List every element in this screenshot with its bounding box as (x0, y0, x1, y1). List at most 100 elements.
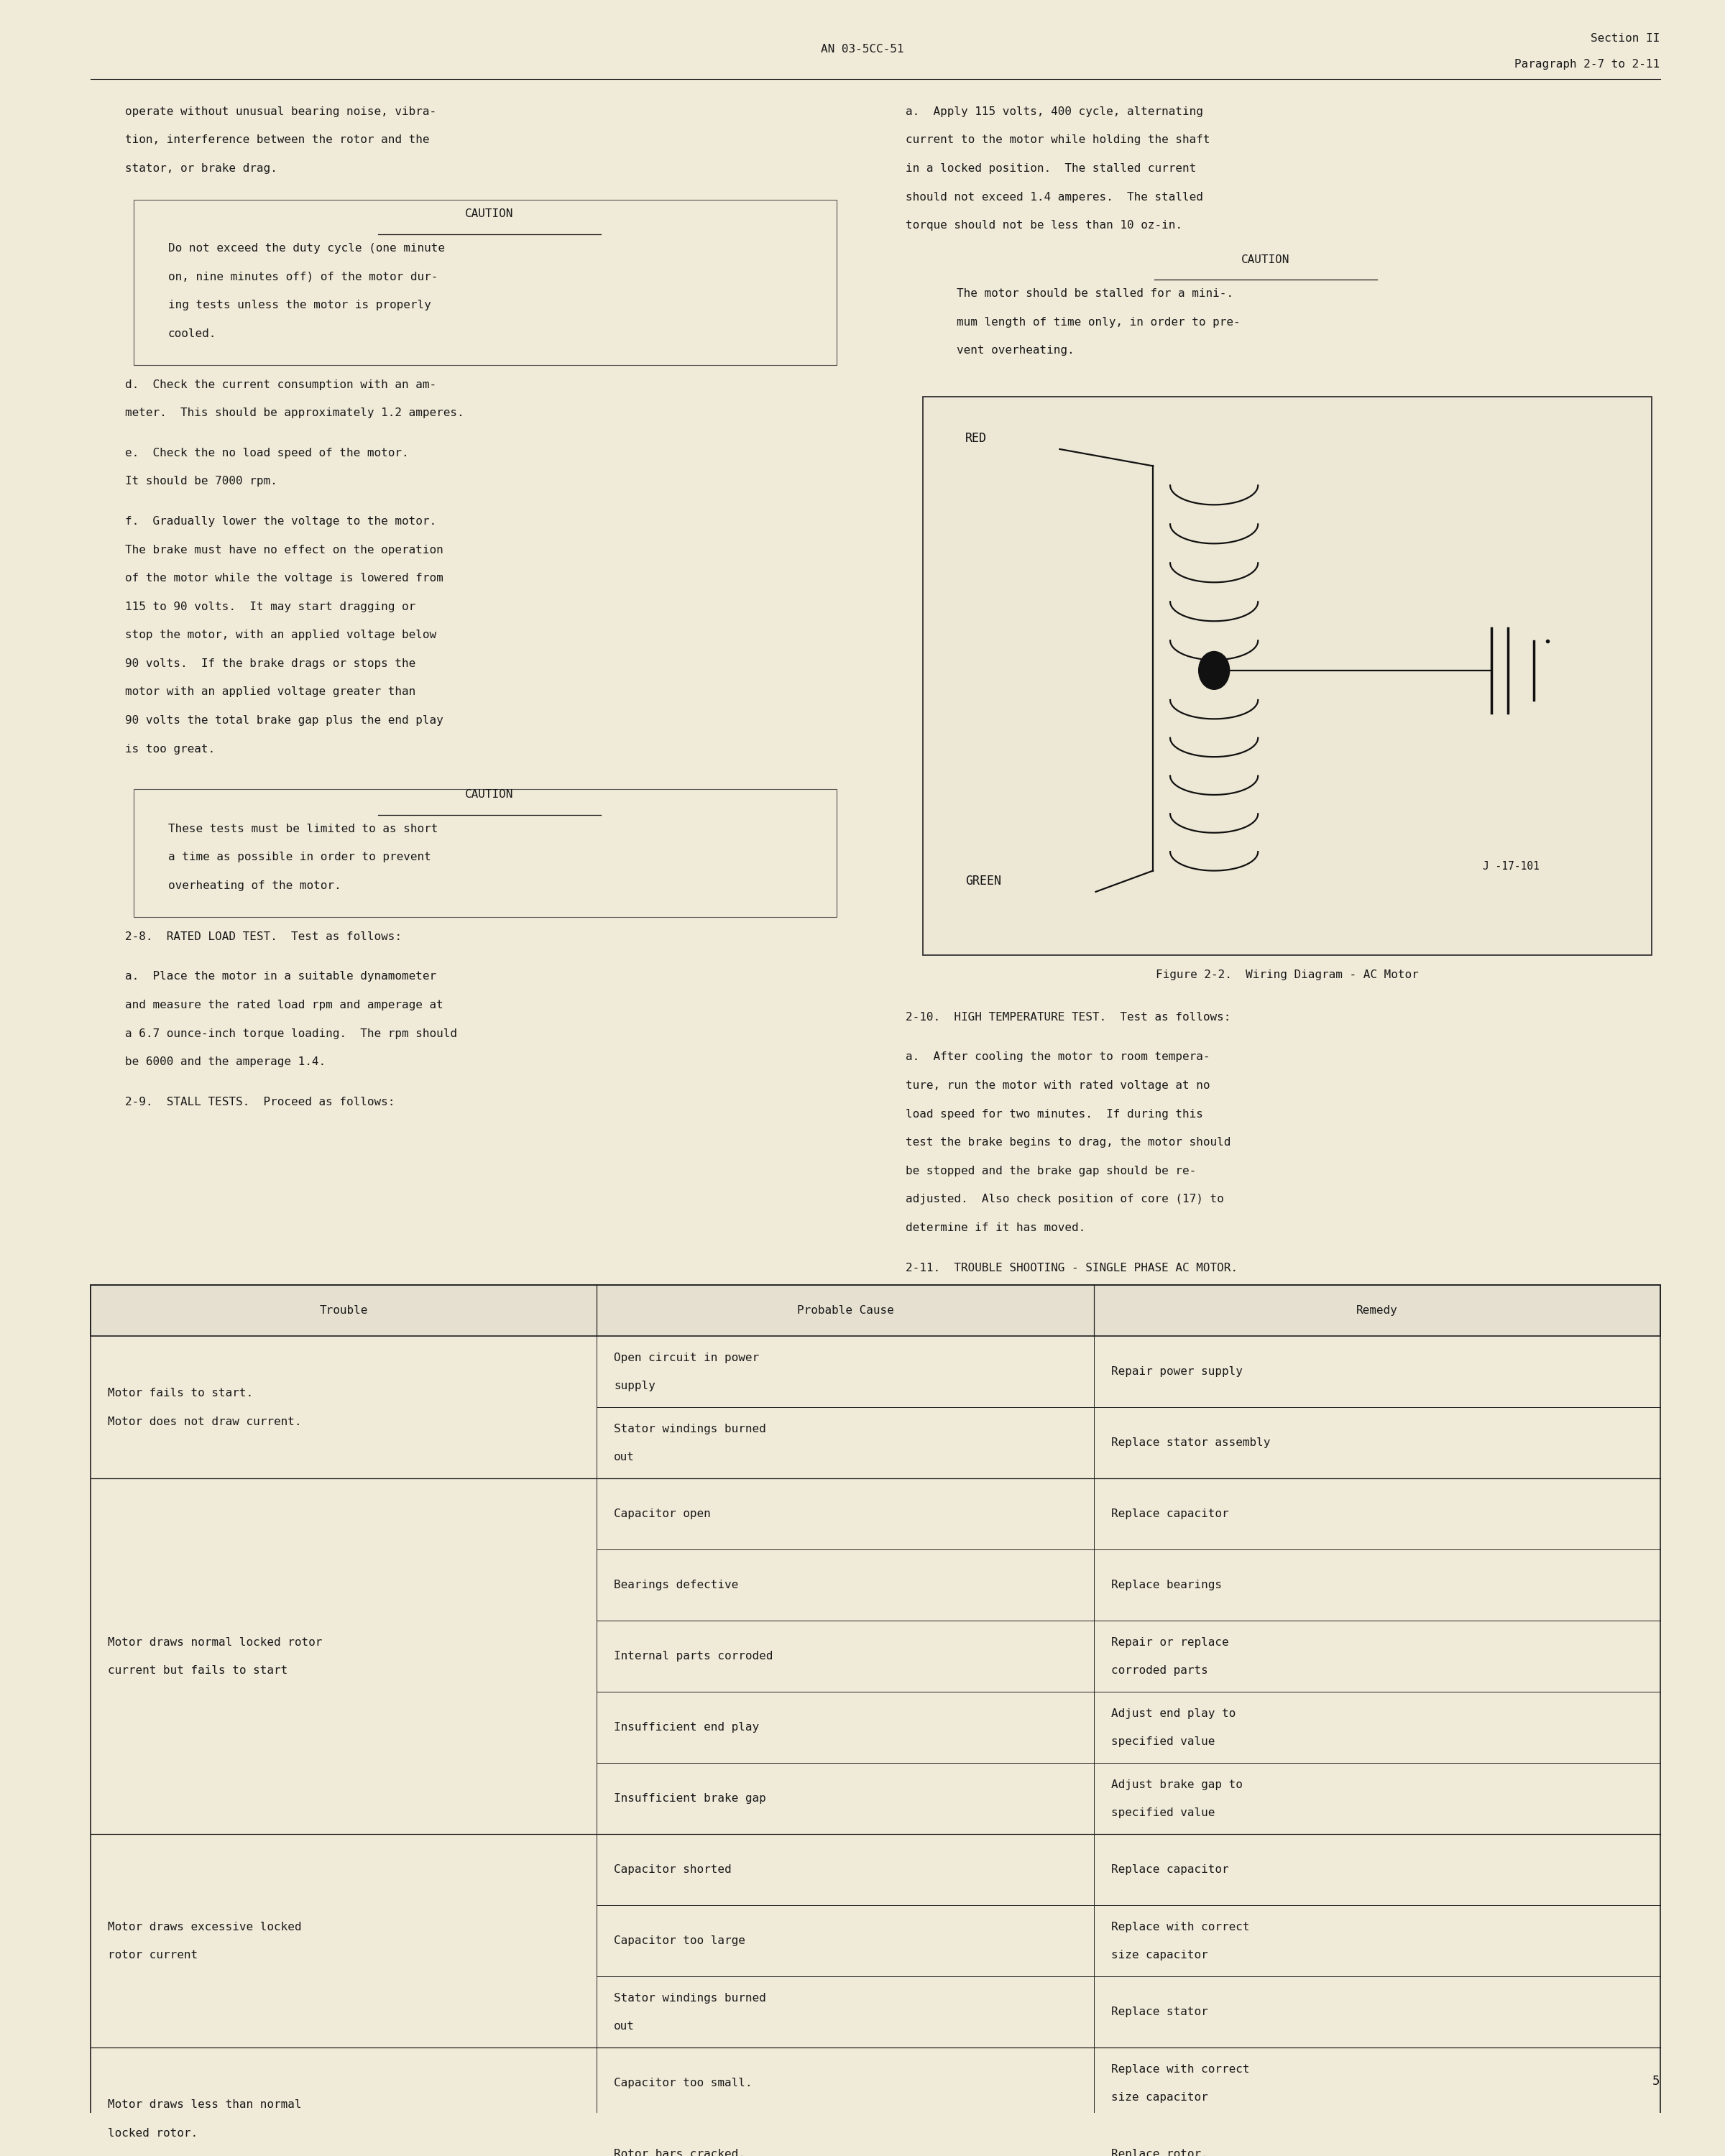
Text: Paragraph 2-7 to 2-11: Paragraph 2-7 to 2-11 (1515, 58, 1659, 69)
Text: GREEN: GREEN (966, 875, 1000, 888)
Text: Stator windings burned: Stator windings burned (614, 1423, 766, 1434)
Text: mum length of time only, in order to pre-: mum length of time only, in order to pre… (957, 317, 1240, 328)
Text: 2-11.  TROUBLE SHOOTING - SINGLE PHASE AC MOTOR.: 2-11. TROUBLE SHOOTING - SINGLE PHASE AC… (906, 1263, 1237, 1274)
Text: of the motor while the voltage is lowered from: of the motor while the voltage is lowere… (124, 573, 443, 584)
Text: Stator windings burned: Stator windings burned (614, 1992, 766, 2003)
Text: Replace capacitor: Replace capacitor (1111, 1865, 1228, 1876)
Text: current but fails to start: current but fails to start (109, 1664, 288, 1675)
Text: 90 volts the total brake gap plus the end play: 90 volts the total brake gap plus the en… (124, 716, 443, 727)
Text: AN 03-5CC-51: AN 03-5CC-51 (821, 43, 904, 54)
Text: Capacitor too large: Capacitor too large (614, 1936, 745, 1947)
Text: Replace bearings: Replace bearings (1111, 1580, 1221, 1591)
Text: RED: RED (966, 431, 987, 444)
Text: The brake must have no effect on the operation: The brake must have no effect on the ope… (124, 545, 443, 556)
Text: 2-10.  HIGH TEMPERATURE TEST.  Test as follows:: 2-10. HIGH TEMPERATURE TEST. Test as fol… (906, 1011, 1230, 1022)
Text: 2-8.  RATED LOAD TEST.  Test as follows:: 2-8. RATED LOAD TEST. Test as follows: (124, 931, 402, 942)
Text: Motor draws less than normal: Motor draws less than normal (109, 2100, 302, 2111)
Text: a.  After cooling the motor to room tempera-: a. After cooling the motor to room tempe… (906, 1052, 1209, 1063)
Text: overheating of the motor.: overheating of the motor. (167, 880, 342, 890)
Text: Section II: Section II (1590, 32, 1659, 43)
Text: determine if it has moved.: determine if it has moved. (906, 1222, 1085, 1233)
Text: 115 to 90 volts.  It may start dragging or: 115 to 90 volts. It may start dragging o… (124, 602, 416, 612)
Text: Rotor bars cracked.: Rotor bars cracked. (614, 2150, 745, 2156)
Bar (91, 1285, 1659, 1337)
Text: ing tests unless the motor is properly: ing tests unless the motor is properly (167, 300, 431, 310)
Text: Insufficient brake gap: Insufficient brake gap (614, 1794, 766, 1805)
Text: 2-9.  STALL TESTS.  Proceed as follows:: 2-9. STALL TESTS. Proceed as follows: (124, 1097, 395, 1108)
Text: vent overheating.: vent overheating. (957, 345, 1075, 356)
Text: tion, interference between the rotor and the: tion, interference between the rotor and… (124, 134, 430, 144)
Text: size capacitor: size capacitor (1111, 1949, 1208, 1960)
Text: Do not exceed the duty cycle (one minute: Do not exceed the duty cycle (one minute (167, 244, 445, 254)
Text: Motor does not draw current.: Motor does not draw current. (109, 1416, 302, 1427)
Text: operate without unusual bearing noise, vibra-: operate without unusual bearing noise, v… (124, 106, 436, 116)
Text: Trouble: Trouble (319, 1304, 367, 1315)
Text: stop the motor, with an applied voltage below: stop the motor, with an applied voltage … (124, 630, 436, 640)
Text: is too great.: is too great. (124, 744, 216, 755)
Text: locked rotor.: locked rotor. (109, 2128, 198, 2139)
Text: specified value: specified value (1111, 1736, 1214, 1746)
Text: a.  Place the motor in a suitable dynamometer: a. Place the motor in a suitable dynamom… (124, 970, 436, 981)
Text: a time as possible in order to prevent: a time as possible in order to prevent (167, 852, 431, 862)
Bar (91, 1337, 1659, 1479)
Text: on, nine minutes off) of the motor dur-: on, nine minutes off) of the motor dur- (167, 272, 438, 282)
Bar (923, 397, 1651, 955)
Text: current to the motor while holding the shaft: current to the motor while holding the s… (906, 134, 1209, 144)
Text: Motor draws normal locked rotor: Motor draws normal locked rotor (109, 1636, 323, 1647)
Text: Remedy: Remedy (1356, 1304, 1397, 1315)
Text: be 6000 and the amperage 1.4.: be 6000 and the amperage 1.4. (124, 1056, 326, 1067)
Text: cooled.: cooled. (167, 328, 216, 338)
Text: Internal parts corroded: Internal parts corroded (614, 1651, 773, 1662)
Text: Probable Cause: Probable Cause (797, 1304, 894, 1315)
Text: CAUTION: CAUTION (466, 789, 514, 800)
Text: Replace stator: Replace stator (1111, 2007, 1208, 2018)
Text: CAUTION: CAUTION (466, 209, 514, 220)
Text: Capacitor too small.: Capacitor too small. (614, 2078, 752, 2089)
Text: Open circuit in power: Open circuit in power (614, 1352, 759, 1363)
Text: motor with an applied voltage greater than: motor with an applied voltage greater th… (124, 686, 416, 696)
Text: out: out (614, 1451, 635, 1462)
Text: These tests must be limited to as short: These tests must be limited to as short (167, 824, 438, 834)
Text: should not exceed 1.4 amperes.  The stalled: should not exceed 1.4 amperes. The stall… (906, 192, 1202, 203)
Text: Figure 2-2.  Wiring Diagram - AC Motor: Figure 2-2. Wiring Diagram - AC Motor (1156, 970, 1418, 981)
Text: meter.  This should be approximately 1.2 amperes.: meter. This should be approximately 1.2 … (124, 407, 464, 418)
Text: rotor current: rotor current (109, 1949, 198, 1960)
Bar (91, 1479, 1659, 1835)
Text: test the brake begins to drag, the motor should: test the brake begins to drag, the motor… (906, 1136, 1230, 1147)
Text: J -17-101: J -17-101 (1482, 860, 1539, 871)
Text: a.  Apply 115 volts, 400 cycle, alternating: a. Apply 115 volts, 400 cycle, alternati… (906, 106, 1202, 116)
Text: be stopped and the brake gap should be re-: be stopped and the brake gap should be r… (906, 1166, 1195, 1177)
Text: Replace with correct: Replace with correct (1111, 1921, 1249, 1932)
Bar (133, 201, 837, 364)
Bar (91, 1285, 1659, 2156)
Text: Adjust brake gap to: Adjust brake gap to (1111, 1779, 1242, 1789)
Text: It should be 7000 rpm.: It should be 7000 rpm. (124, 476, 278, 487)
Text: Insufficient end play: Insufficient end play (614, 1723, 759, 1733)
Bar (91, 2048, 1659, 2156)
Text: Repair or replace: Repair or replace (1111, 1636, 1228, 1647)
Text: The motor should be stalled for a mini-.: The motor should be stalled for a mini-. (957, 289, 1233, 300)
Text: Bearings defective: Bearings defective (614, 1580, 738, 1591)
Text: adjusted.  Also check position of core (17) to: adjusted. Also check position of core (1… (906, 1194, 1223, 1205)
Text: f.  Gradually lower the voltage to the motor.: f. Gradually lower the voltage to the mo… (124, 515, 436, 526)
Text: 5: 5 (1653, 2074, 1659, 2087)
Text: and measure the rated load rpm and amperage at: and measure the rated load rpm and amper… (124, 1000, 443, 1011)
Text: Replace stator assembly: Replace stator assembly (1111, 1438, 1270, 1449)
Text: supply: supply (614, 1380, 656, 1391)
Text: e.  Check the no load speed of the motor.: e. Check the no load speed of the motor. (124, 448, 409, 459)
Text: CAUTION: CAUTION (1242, 254, 1290, 265)
Text: out: out (614, 2020, 635, 2031)
Text: a 6.7 ounce-inch torque loading.  The rpm should: a 6.7 ounce-inch torque loading. The rpm… (124, 1028, 457, 1039)
Text: ture, run the motor with rated voltage at no: ture, run the motor with rated voltage a… (906, 1080, 1209, 1091)
Bar (91, 1835, 1659, 2048)
Text: Replace with correct: Replace with correct (1111, 2063, 1249, 2074)
Text: size capacitor: size capacitor (1111, 2091, 1208, 2102)
Bar (133, 789, 837, 916)
Text: Adjust end play to: Adjust end play to (1111, 1708, 1235, 1718)
Text: torque should not be less than 10 oz-in.: torque should not be less than 10 oz-in. (906, 220, 1182, 231)
Text: stator, or brake drag.: stator, or brake drag. (124, 164, 278, 175)
Text: Repair power supply: Repair power supply (1111, 1367, 1242, 1378)
Text: in a locked position.  The stalled current: in a locked position. The stalled curren… (906, 164, 1195, 175)
Text: Motor draws excessive locked: Motor draws excessive locked (109, 1921, 302, 1932)
Text: Capacitor open: Capacitor open (614, 1509, 711, 1520)
